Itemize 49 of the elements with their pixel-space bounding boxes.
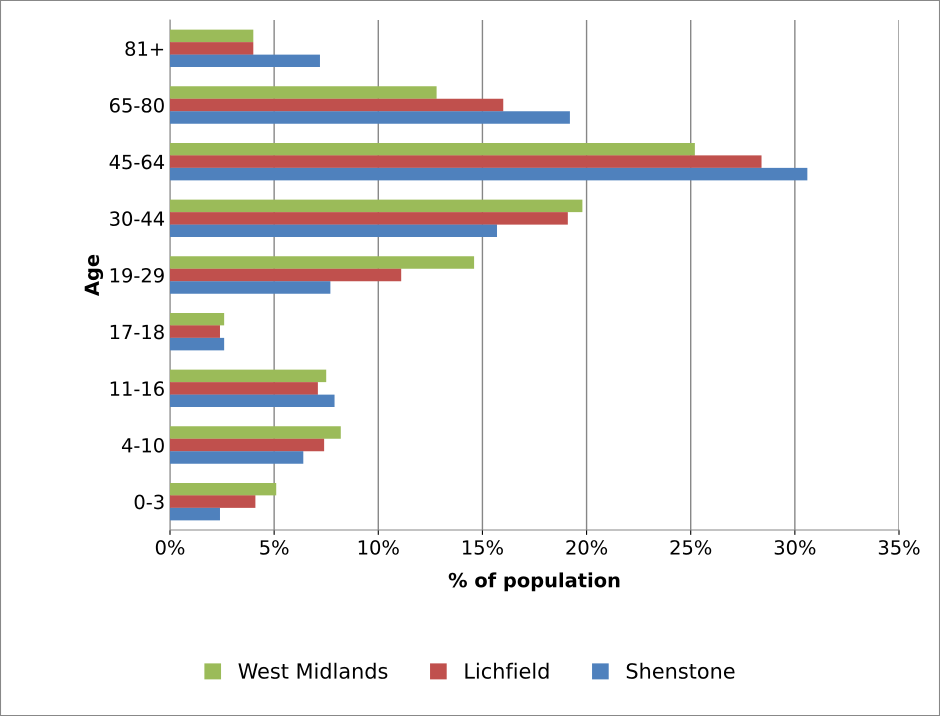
bar [170, 382, 318, 395]
y-tick-label: 11-16 [110, 381, 164, 396]
bar [170, 451, 304, 464]
bar [170, 256, 474, 269]
x-tick-label: 35% [878, 540, 920, 555]
x-tick-label: 30% [774, 540, 816, 555]
bar [170, 394, 335, 408]
bar [170, 200, 582, 212]
y-tick-label: 65-80 [110, 98, 164, 113]
y-tick-label: 45-64 [110, 154, 164, 170]
x-tick-label: 5% [260, 540, 288, 555]
bar [170, 30, 254, 42]
bar [170, 98, 504, 112]
bar [170, 42, 254, 55]
x-tick-label: 0% [156, 540, 184, 555]
x-tick-label: 15% [462, 540, 503, 555]
bar [170, 142, 695, 156]
y-tick-label: 4-10 [122, 438, 164, 453]
bar [170, 482, 276, 496]
bar [170, 155, 762, 168]
y-tick-label: 17-18 [110, 324, 164, 340]
bar [170, 111, 570, 124]
bar [170, 438, 324, 452]
bar [170, 86, 437, 99]
x-tick-label: 10% [358, 540, 399, 555]
bar [170, 224, 498, 238]
bar [170, 325, 220, 338]
x-axis-title: % of population [448, 572, 620, 592]
bar [170, 426, 341, 439]
x-tick-label: 25% [670, 540, 712, 555]
y-axis-title: Age [84, 254, 104, 296]
bar [170, 281, 330, 294]
legend-label: Lichfield [465, 662, 548, 679]
bar [170, 495, 256, 508]
bar [170, 268, 402, 282]
bar [170, 212, 568, 225]
bar [170, 168, 808, 180]
y-tick-label: 0-3 [134, 494, 164, 510]
y-tick-label: 30-44 [110, 211, 164, 226]
bar [170, 54, 320, 68]
bar [170, 370, 326, 382]
legend-label: Shenstone [626, 662, 735, 679]
x-tick-label: 20% [566, 540, 608, 555]
y-tick-label: 19-29 [110, 268, 164, 283]
bar [170, 338, 224, 350]
y-tick-label: 81+ [125, 41, 164, 56]
bar [170, 312, 224, 326]
legend-label: West Midlands [238, 662, 388, 679]
bar [170, 508, 220, 520]
